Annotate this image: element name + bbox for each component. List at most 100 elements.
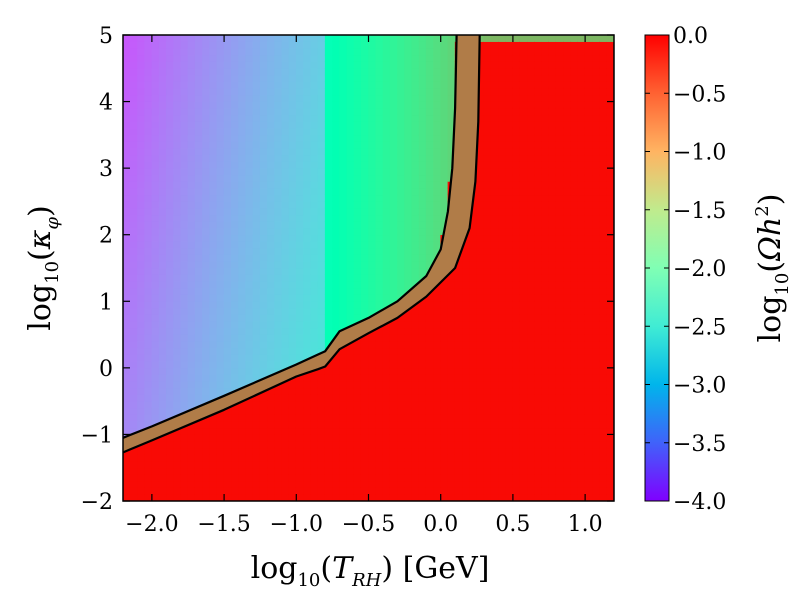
heatmap-cell [397,181,405,189]
heatmap-cell [158,261,167,269]
heatmap-cell [382,360,391,369]
heatmap-cell [223,234,232,242]
heatmap-cell [548,294,557,302]
heatmap-cell [238,167,247,176]
heatmap-cell [375,141,384,149]
heatmap-cell [527,174,535,182]
heatmap-cell [295,394,304,402]
heatmap-cell [534,294,543,302]
heatmap-cell [469,267,478,275]
heatmap-cell [577,41,586,49]
heatmap-cell [137,141,145,149]
heatmap-cell [476,414,485,422]
heatmap-cell [476,440,485,449]
heatmap-cell [158,374,167,382]
heatmap-cell [180,127,189,136]
heatmap-cell [180,354,189,362]
heatmap-cell [129,107,138,116]
heatmap-cell [505,327,514,335]
heatmap-cell [476,201,485,209]
heatmap-cell [411,81,420,89]
heatmap-cell [527,300,535,309]
heatmap-cell [440,194,449,202]
heatmap-cell [483,41,492,49]
heatmap-cell [490,374,499,382]
heatmap-cell [599,354,608,362]
heatmap-cell [216,340,225,349]
heatmap-cell [158,380,167,389]
heatmap-cell [238,41,247,49]
heatmap-cell [259,434,268,442]
heatmap-cell [555,374,564,382]
heatmap-cell [563,35,571,42]
heatmap-cell [404,241,413,249]
heatmap-cell [368,440,377,449]
heatmap-cell [353,74,362,82]
heatmap-cell [563,274,571,282]
heatmap-cell [123,400,131,409]
heatmap-cell [202,187,210,196]
heatmap-cell [606,387,614,395]
heatmap-cell [223,387,232,395]
heatmap-cell [231,234,239,242]
heatmap-cell [173,107,182,116]
heatmap-cell [512,440,521,449]
heatmap-cell [216,154,225,162]
heatmap-cell [216,227,225,236]
heatmap-cell [584,254,593,262]
heatmap-cell [194,94,203,102]
heatmap-cell [332,94,340,102]
heatmap-cell [425,141,434,149]
heatmap-cell [433,35,442,42]
heatmap-cell [447,127,456,136]
heatmap-cell [527,494,535,501]
heatmap-cell [360,394,369,402]
heatmap-cell [151,307,160,315]
heatmap-cell [592,307,600,315]
heatmap-cell [584,247,593,255]
heatmap-cell [447,440,456,449]
heatmap-cell [483,314,492,322]
heatmap-cell [555,414,564,422]
heatmap-cell [599,261,608,269]
heatmap-cell [216,167,225,176]
heatmap-cell [173,307,182,315]
heatmap-cell [512,67,521,76]
heatmap-cell [303,87,312,96]
heatmap-cell [447,374,456,382]
heatmap-cell [433,434,442,442]
heatmap-cell [555,354,564,362]
heatmap-cell [267,334,275,342]
heatmap-cell [194,48,203,56]
heatmap-cell [548,247,557,255]
heatmap-cell [375,374,384,382]
heatmap-cell [209,167,218,176]
heatmap-cell [216,347,225,355]
heatmap-cell [411,247,420,255]
heatmap-cell [353,174,362,182]
heatmap-cell [216,360,225,369]
heatmap-cell [563,81,571,89]
heatmap-cell [231,347,239,355]
heatmap-cell [592,400,600,409]
heatmap-cell [166,360,174,369]
heatmap-cell [505,187,514,196]
heatmap-cell [519,261,528,269]
heatmap-cell [144,227,153,236]
heatmap-cell [397,347,405,355]
heatmap-cell [324,494,333,501]
y-axis-label: log10(κφ) [23,205,63,331]
heatmap-cell [137,300,145,309]
heatmap-cell [418,267,427,275]
heatmap-cell [570,307,579,315]
heatmap-cell [324,35,333,42]
heatmap-cell [238,194,247,202]
heatmap-cell [519,474,528,482]
heatmap-cell [433,241,442,249]
heatmap-cell [180,48,189,56]
heatmap-cell [447,454,456,462]
heatmap-cell [512,487,521,495]
heatmap-cell [404,354,413,362]
heatmap-cell [462,360,470,369]
heatmap-cell [151,267,160,275]
